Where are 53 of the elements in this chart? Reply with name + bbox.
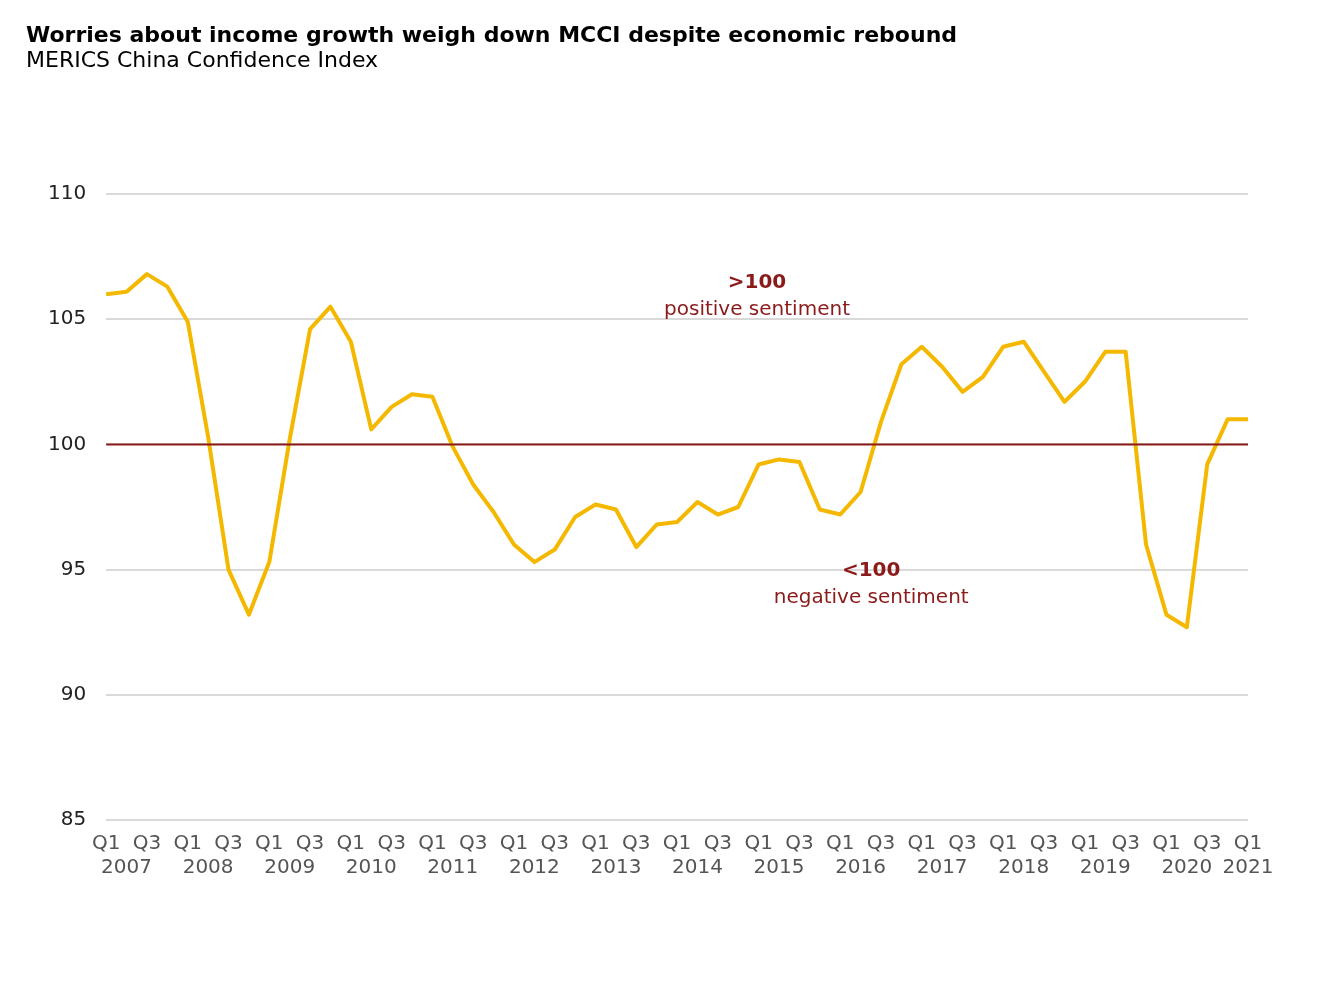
x-tick-label: Q1	[989, 830, 1018, 855]
x-tick-label: Q3	[703, 830, 733, 855]
x-tick-label: Q1	[336, 830, 366, 855]
x-tick-label: Q1	[1070, 830, 1100, 855]
y-tick-label: 95	[60, 555, 87, 580]
y-tick-label: 110	[47, 180, 87, 205]
x-tick-label: Q1	[744, 830, 773, 855]
annotation: <100 negative sentiment	[773, 556, 969, 608]
y-tick-label: 105	[47, 305, 87, 330]
x-tick-label: 2013	[590, 854, 642, 879]
x-tick-label: 2007	[101, 854, 153, 879]
x-tick-label: 2017	[916, 854, 968, 879]
x-tick-label: Q3	[622, 830, 651, 855]
y-tick-label: 85	[60, 806, 87, 831]
x-tick-label: 2010	[345, 854, 397, 879]
x-tick-label: Q1	[255, 830, 284, 855]
x-tick-label: Q1	[173, 830, 202, 855]
x-tick-label: 2012	[508, 854, 560, 879]
x-tick-label: Q1	[418, 830, 447, 855]
y-tick-label: 100	[47, 430, 87, 455]
x-tick-label: 2015	[753, 854, 805, 879]
x-tick-label: Q1	[907, 830, 936, 855]
x-tick-label: Q3	[948, 830, 977, 855]
x-tick-label: Q3	[785, 830, 814, 855]
chart-subtitle: MERICS China Confidence Index	[26, 47, 380, 72]
chart-title: Worries about income growth weigh down MCCI despite economic rebound	[26, 22, 959, 47]
annotation: >100 positive sentiment	[664, 268, 851, 320]
x-tick-label: Q3	[1029, 830, 1059, 855]
x-tick-label: Q1 2021	[1222, 830, 1274, 879]
x-tick-label: 2011	[427, 854, 479, 879]
x-tick-label: 2020	[1161, 854, 1213, 879]
x-tick-label: Q3	[377, 830, 406, 855]
x-tick-label: 2016	[835, 854, 887, 879]
x-tick-label: Q3	[214, 830, 243, 855]
x-tick-label: Q3	[540, 830, 569, 855]
x-tick-label: Q3	[1192, 830, 1222, 855]
x-tick-label: 2009	[264, 854, 316, 879]
x-tick-label: Q1	[825, 830, 855, 855]
x-tick-label: Q3	[1111, 830, 1140, 855]
x-tick-label: Q3	[132, 830, 162, 855]
x-tick-label: Q1	[662, 830, 692, 855]
y-tick-label: 90	[60, 681, 87, 705]
x-tick-label: Q1	[91, 830, 121, 855]
x-tick-label: 2018	[998, 854, 1050, 879]
x-tick-label: Q3	[866, 830, 896, 855]
x-tick-label: Q1	[499, 830, 529, 855]
x-tick-label: Q3	[295, 830, 325, 855]
x-tick-label: Q3	[458, 830, 488, 855]
x-tick-label: 2008	[182, 854, 234, 879]
x-tick-label: 2014	[672, 854, 723, 879]
x-tick-label: 2019	[1079, 854, 1131, 879]
x-tick-label: Q1	[581, 830, 610, 855]
x-tick-label: Q1	[1152, 830, 1181, 855]
